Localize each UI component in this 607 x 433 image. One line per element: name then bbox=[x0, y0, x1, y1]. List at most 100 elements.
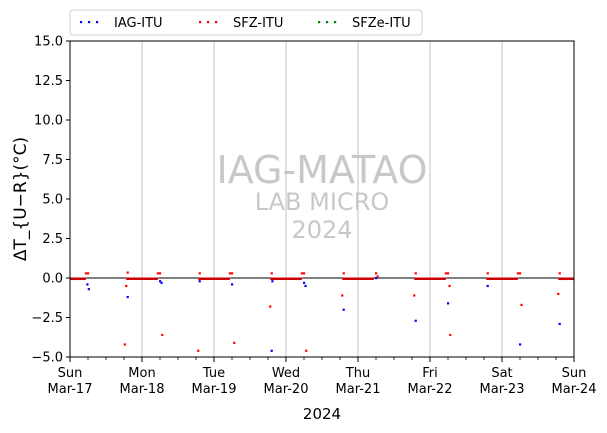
y-tick-label: −2.5 bbox=[31, 311, 63, 326]
data-point-iag-itu bbox=[519, 343, 522, 346]
data-point-iag-itu bbox=[231, 283, 234, 286]
y-axis-title: ΔT_{U−R}(°C) bbox=[11, 137, 31, 261]
x-tick-label-day: Fri bbox=[422, 366, 438, 381]
data-point-sfz-itu bbox=[198, 272, 201, 275]
x-tick-label-day: Sat bbox=[491, 366, 512, 381]
legend-box bbox=[69, 9, 423, 36]
data-point-sfz-itu bbox=[413, 294, 416, 297]
x-tick-label-date: Mar-17 bbox=[48, 382, 93, 397]
data-point-sfz-itu bbox=[519, 272, 522, 275]
data-point-iag-itu bbox=[270, 349, 273, 352]
legend-label: SFZe-ITU bbox=[352, 16, 411, 31]
watermark: IAG-MATAO LAB MICRO 2024 bbox=[216, 148, 427, 244]
data-point-iag-itu bbox=[304, 284, 307, 288]
x-tick-label-date: Mar-23 bbox=[480, 382, 525, 397]
data-point-iag-itu bbox=[126, 295, 129, 299]
data-point-sfz-itu bbox=[303, 272, 306, 275]
y-tick-label: 12.5 bbox=[34, 74, 63, 89]
data-point-sfz-itu bbox=[87, 272, 90, 275]
data-point-sfz-itu bbox=[520, 303, 523, 307]
watermark-line-1: IAG-MATAO bbox=[216, 148, 427, 192]
data-point-sfz-itu bbox=[516, 272, 520, 275]
legend-marker bbox=[207, 21, 210, 24]
y-tick-label: 7.5 bbox=[42, 153, 63, 168]
data-point-sfz-itu bbox=[342, 272, 345, 275]
y-tick-label: 2.5 bbox=[42, 232, 63, 247]
data-point-iag-itu bbox=[486, 284, 489, 288]
data-point-iag-itu bbox=[375, 277, 378, 280]
x-tick-label-day: Tue bbox=[202, 366, 225, 381]
data-point-sfz-itu bbox=[305, 349, 308, 352]
data-point-sfz-itu bbox=[270, 272, 273, 275]
legend: IAG-ITU SFZ-ITU SFZe-ITU bbox=[69, 9, 423, 36]
watermark-line-3: 2024 bbox=[291, 216, 352, 244]
data-point-iag-itu bbox=[160, 281, 163, 284]
data-point-sfz-itu bbox=[449, 333, 452, 337]
data-point-sfz-itu bbox=[233, 341, 236, 344]
y-tick-label: −5.0 bbox=[31, 351, 63, 366]
x-axis: SunMar-17MonMar-18TueMar-19WedMar-20ThuM… bbox=[48, 357, 597, 397]
legend-label: SFZ-ITU bbox=[233, 16, 283, 31]
x-tick-label-day: Wed bbox=[272, 366, 300, 381]
x-tick-label-date: Mar-19 bbox=[192, 382, 237, 397]
data-point-iag-itu bbox=[303, 281, 306, 284]
data-point-sfz-itu bbox=[231, 272, 234, 275]
grid bbox=[141, 41, 503, 357]
y-tick-label: 15.0 bbox=[34, 35, 63, 50]
x-tick-label-day: Sun bbox=[562, 366, 587, 381]
legend-marker bbox=[80, 21, 83, 24]
data-point-sfz-itu bbox=[197, 349, 200, 352]
legend-marker bbox=[326, 21, 329, 24]
data-point-sfz-itu bbox=[269, 305, 272, 308]
data-point-sfz-itu bbox=[341, 294, 344, 297]
data-point-sfz-itu bbox=[126, 271, 129, 274]
data-point-iag-itu bbox=[198, 280, 201, 283]
data-point-sfz-itu bbox=[375, 272, 378, 275]
y-axis: −5.0 −2.5 0.0 2.5 5.0 7.5 10.0 12.5 15.0 bbox=[31, 35, 70, 366]
data-point-sfz-itu bbox=[486, 272, 489, 275]
data-point-sfz-itu bbox=[161, 333, 164, 337]
data-point-iag-itu bbox=[558, 322, 561, 326]
y-tick-label: 0.0 bbox=[42, 272, 63, 287]
x-tick-label-date: Mar-20 bbox=[264, 382, 309, 397]
watermark-line-2: LAB MICRO bbox=[255, 188, 390, 216]
data-point-sfz-itu bbox=[414, 272, 417, 275]
data-point-sfz-itu bbox=[159, 272, 162, 275]
x-tick-label-date: Mar-24 bbox=[552, 382, 597, 397]
legend-marker bbox=[215, 21, 218, 24]
y-tick-label: 10.0 bbox=[34, 114, 63, 129]
data-point-iag-itu bbox=[87, 288, 90, 291]
data-point-sfz-itu bbox=[84, 272, 88, 275]
data-point-sfz-itu bbox=[447, 272, 450, 275]
plot-area bbox=[70, 271, 574, 352]
data-point-sfz-itu bbox=[557, 292, 560, 295]
data-point-sfz-itu bbox=[444, 272, 448, 275]
legend-label: IAG-ITU bbox=[114, 16, 163, 31]
x-tick-label-day: Sun bbox=[58, 366, 83, 381]
data-point-sfz-itu bbox=[558, 272, 561, 275]
legend-marker bbox=[334, 21, 337, 24]
x-tick-label-day: Mon bbox=[128, 366, 155, 381]
data-point-iag-itu bbox=[414, 319, 417, 322]
data-point-sfz-itu bbox=[228, 272, 232, 275]
data-point-sfz-itu bbox=[376, 275, 379, 278]
legend-marker bbox=[318, 21, 321, 24]
data-point-sfz-itu bbox=[123, 343, 126, 346]
data-point-iag-itu bbox=[342, 308, 345, 311]
data-point-iag-itu bbox=[86, 283, 89, 286]
x-tick-label-date: Mar-21 bbox=[336, 382, 381, 397]
legend-marker bbox=[199, 21, 202, 24]
x-tick-label-date: Mar-18 bbox=[120, 382, 165, 397]
x-tick-label-day: Thu bbox=[345, 366, 370, 381]
data-point-iag-itu bbox=[271, 280, 274, 283]
data-point-sfz-itu bbox=[448, 284, 451, 288]
legend-marker bbox=[88, 21, 91, 24]
x-tick-label-date: Mar-22 bbox=[408, 382, 453, 397]
data-point-iag-itu bbox=[447, 302, 450, 305]
y-tick-label: 5.0 bbox=[42, 193, 63, 208]
legend-marker bbox=[96, 21, 99, 24]
data-point-iag-itu bbox=[159, 280, 162, 283]
data-point-sfz-itu bbox=[300, 272, 304, 275]
x-axis-title: 2024 bbox=[303, 405, 341, 423]
